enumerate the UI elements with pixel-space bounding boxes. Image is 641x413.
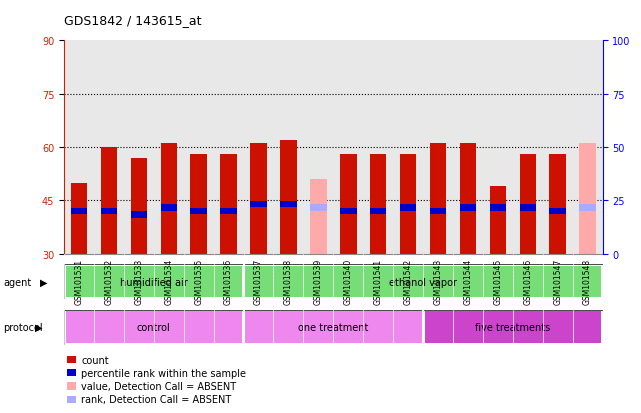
Bar — [131, 212, 147, 218]
Text: GSM101543: GSM101543 — [433, 259, 442, 305]
Text: value, Detection Call = ABSENT: value, Detection Call = ABSENT — [81, 381, 237, 391]
Text: protocol: protocol — [3, 322, 43, 332]
Bar — [71, 208, 87, 215]
Bar — [67, 396, 76, 403]
Bar — [245, 266, 601, 298]
Text: five treatments: five treatments — [475, 322, 551, 332]
Bar — [490, 187, 506, 254]
Text: GSM101541: GSM101541 — [374, 259, 383, 304]
Text: GSM101539: GSM101539 — [314, 259, 323, 305]
Bar — [424, 311, 601, 343]
Bar — [190, 208, 207, 215]
Text: GSM101547: GSM101547 — [553, 259, 562, 305]
Bar — [549, 208, 566, 215]
Text: GSM101535: GSM101535 — [194, 259, 203, 305]
Bar — [65, 266, 242, 298]
Text: GSM101546: GSM101546 — [523, 259, 532, 305]
Text: one treatment: one treatment — [298, 322, 369, 332]
Bar — [520, 205, 536, 211]
Bar — [400, 205, 417, 211]
Text: GSM101534: GSM101534 — [164, 259, 173, 305]
Text: GSM101537: GSM101537 — [254, 259, 263, 305]
Bar — [429, 144, 446, 254]
Bar — [101, 147, 117, 254]
Text: GSM101536: GSM101536 — [224, 259, 233, 305]
Text: GSM101540: GSM101540 — [344, 259, 353, 305]
Bar — [310, 205, 326, 211]
Text: humidified air: humidified air — [120, 277, 188, 287]
Text: rank, Detection Call = ABSENT: rank, Detection Call = ABSENT — [81, 394, 231, 404]
Text: GSM101538: GSM101538 — [284, 259, 293, 304]
Text: GSM101532: GSM101532 — [104, 259, 113, 304]
Bar — [190, 155, 207, 254]
Text: agent: agent — [3, 277, 31, 287]
Text: GSM101533: GSM101533 — [135, 259, 144, 305]
Text: ▶: ▶ — [40, 277, 48, 287]
Bar — [250, 201, 267, 208]
Bar — [370, 155, 387, 254]
Bar — [67, 369, 76, 377]
Bar — [245, 311, 422, 343]
Bar — [429, 208, 446, 215]
Text: count: count — [81, 355, 109, 365]
Bar — [67, 356, 76, 363]
Text: ▶: ▶ — [35, 322, 43, 332]
Bar — [310, 180, 326, 254]
Text: ethanol vapor: ethanol vapor — [389, 277, 457, 287]
Text: GSM101542: GSM101542 — [404, 259, 413, 304]
Bar — [67, 382, 76, 390]
Bar — [71, 183, 87, 254]
Bar — [549, 155, 566, 254]
Bar — [280, 201, 297, 208]
Text: GDS1842 / 143615_at: GDS1842 / 143615_at — [64, 14, 202, 27]
Text: GSM101548: GSM101548 — [583, 259, 592, 304]
Bar — [160, 205, 177, 211]
Bar — [160, 144, 177, 254]
Bar — [460, 144, 476, 254]
Text: percentile rank within the sample: percentile rank within the sample — [81, 368, 246, 378]
Bar — [250, 144, 267, 254]
Bar — [370, 208, 387, 215]
Bar — [579, 144, 596, 254]
Text: GSM101545: GSM101545 — [494, 259, 503, 305]
Bar — [490, 205, 506, 211]
Bar — [340, 208, 356, 215]
Bar — [221, 208, 237, 215]
Bar — [579, 205, 596, 211]
Text: GSM101531: GSM101531 — [74, 259, 83, 304]
Text: GSM101544: GSM101544 — [463, 259, 472, 305]
Bar — [340, 155, 356, 254]
Text: control: control — [137, 322, 171, 332]
Bar — [221, 155, 237, 254]
Bar — [131, 158, 147, 254]
Bar — [460, 205, 476, 211]
Bar — [101, 208, 117, 215]
Bar — [280, 140, 297, 254]
Bar — [65, 311, 242, 343]
Bar — [520, 155, 536, 254]
Bar — [400, 155, 417, 254]
